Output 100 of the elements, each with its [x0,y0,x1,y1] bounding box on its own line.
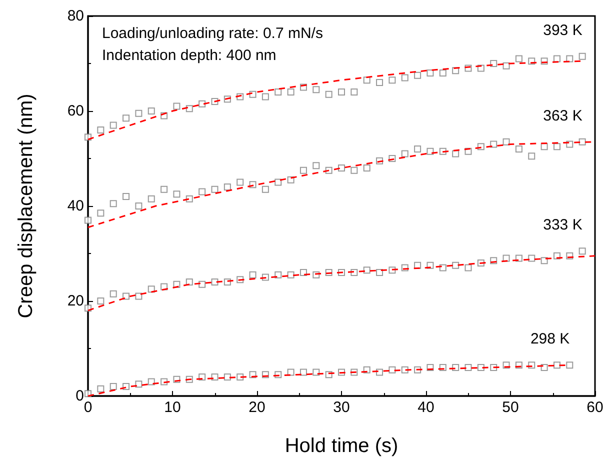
point [186,278,193,286]
point [414,146,422,152]
point [312,86,320,94]
point [110,122,117,129]
point [122,292,130,300]
point [515,55,522,62]
point [312,368,320,376]
point [300,368,307,376]
point [122,193,130,200]
point [198,100,206,108]
point [414,72,422,79]
point [135,380,142,388]
y-tick-label: 80 [67,8,84,24]
point [274,271,282,278]
point [566,55,574,62]
point [148,286,155,293]
point [198,188,206,196]
point [122,114,130,122]
point [97,210,104,217]
point [477,364,484,371]
x-tick-label: 30 [333,399,350,416]
point [426,148,434,155]
point [224,374,231,380]
point [578,138,586,146]
point [363,164,370,172]
point [148,108,155,114]
point [452,262,460,269]
point [426,70,434,76]
point [211,186,218,193]
x-tick-label: 60 [586,399,604,416]
point [173,102,180,110]
point [135,292,142,300]
point [148,195,155,202]
point [97,385,104,392]
point [274,178,282,186]
point [287,368,294,376]
point [388,366,396,374]
point [363,266,370,274]
point [578,52,586,60]
point [376,269,384,276]
point [350,166,358,174]
point [502,138,510,146]
point [110,290,117,298]
point [350,88,358,96]
point [135,110,142,117]
point [578,248,586,255]
point [300,166,307,174]
point [376,79,384,86]
point [553,143,560,150]
point [325,90,332,98]
point [287,88,294,96]
series-label: 333 K [543,216,582,234]
y-axis-title: Creep displacement (nm) [15,94,37,318]
point [363,76,370,84]
point [186,105,193,112]
point [211,374,218,380]
point [540,364,548,371]
point [515,146,522,152]
point [97,126,104,134]
point [528,152,536,160]
point [211,278,218,286]
point [249,271,256,278]
point [490,140,498,148]
point [553,362,560,369]
point [376,368,384,376]
point [401,150,408,158]
series-label: 393 K [543,22,582,39]
x-tick-label: 20 [248,399,266,416]
point [439,70,446,76]
series-label: 298 K [530,330,570,348]
x-tick-label: 50 [502,399,519,416]
point [97,298,104,304]
point [566,362,574,369]
point [464,364,472,371]
point [287,271,294,278]
x-tick-label: 40 [418,399,434,416]
y-tick-label: 40 [67,198,84,214]
annotation: Loading/unloading rate: 0.7 mN/s [102,25,323,42]
point [388,76,396,84]
point [198,280,206,288]
point [262,186,269,193]
point [160,186,168,193]
point [84,216,92,224]
point [110,383,117,390]
point [528,254,536,262]
point [401,74,408,82]
x-tick-label: 10 [164,399,181,416]
y-tick-label: 60 [67,102,84,120]
point [338,88,345,96]
point [262,93,269,100]
y-tick-label: 20 [67,292,84,310]
annotation: Indentation depth: 400 nm [102,47,276,64]
point [540,257,548,264]
y-tick-label: 0 [76,388,84,404]
point [338,164,345,172]
point [148,378,155,386]
point [224,184,231,190]
point [502,62,510,70]
point [236,178,244,186]
point [173,190,180,198]
